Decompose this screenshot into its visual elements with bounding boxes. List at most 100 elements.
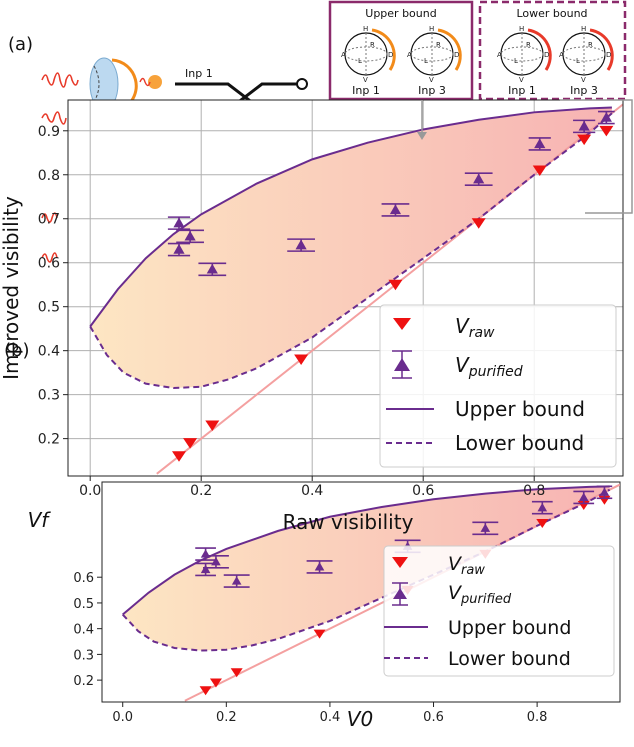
sphere-label-r: R <box>436 41 441 49</box>
inset-raw-point <box>183 438 198 449</box>
inset-legend: Vraw Vpurified Upper bound Lower bound <box>379 304 617 468</box>
inset-raw-point <box>388 279 403 291</box>
main-purified-point <box>200 549 211 558</box>
inset-ytick-label: 0.4 <box>38 344 60 360</box>
sphere-label-h: H <box>581 25 586 33</box>
main-upper-bound-line <box>122 485 610 616</box>
inset-raw-point <box>532 165 547 176</box>
main-x-ticks: 0.0 0.2 0.4 0.6 0.8 <box>112 702 547 725</box>
lower-bound-box: Lower bound H V A D R L Inp 1 H V <box>478 0 627 101</box>
lower-sphere-1: H V A D R L Inp 1 <box>497 25 552 97</box>
main-legend-purified-marker <box>393 588 407 599</box>
sphere-label-l: L <box>576 57 580 65</box>
inset-ytick-label: 0.9 <box>38 124 60 140</box>
main-xtick-label: 0.6 <box>423 710 444 725</box>
sphere-label-h: H <box>519 25 524 33</box>
main-purified-point <box>200 564 211 574</box>
main-lower-bound-line <box>121 488 611 652</box>
inset-xtick-label: 0.2 <box>190 483 212 499</box>
inset-legend-raw-marker <box>393 318 411 330</box>
inset-purified-point <box>534 138 546 149</box>
main-xtick-label: 0.8 <box>527 710 548 725</box>
connector-arrow-head-icon <box>417 132 427 140</box>
inset-lower-bound-line <box>89 112 613 390</box>
upper-bound-frame <box>328 0 474 101</box>
main-chart: 0.0 0.2 0.4 0.6 0.8 0.2 0.3 0.4 0.5 0.6 V0 Vf Vr… <box>28 481 621 731</box>
sphere-label-r: R <box>588 41 593 49</box>
inset-xtick-label: 0.0 <box>79 483 101 499</box>
inset-axes-frame <box>67 99 624 477</box>
main-x-label: V0 <box>347 707 373 731</box>
sphere-label-d: D <box>544 51 549 59</box>
main-purified-point <box>599 487 610 496</box>
sphere-label-h: H <box>429 25 434 33</box>
inset-xtick-label: 0.4 <box>301 483 323 499</box>
inset-bound-region <box>90 107 612 389</box>
main-purified-point <box>314 562 325 571</box>
sphere-label-v: V <box>429 76 434 84</box>
upper-box-input-1: Inp 1 <box>352 84 380 97</box>
main-xtick-label: 0.4 <box>320 710 341 725</box>
sphere-label-v: V <box>519 76 524 84</box>
inset-purified-point <box>389 204 402 215</box>
inset-x-ticks: 0.0 0.2 0.4 0.6 0.8 <box>79 476 545 499</box>
sphere-label-d: D <box>454 51 459 59</box>
inset-ytick-label: 0.8 <box>38 168 60 184</box>
panel-label-a: (a) <box>8 34 33 55</box>
lower-sphere-2: H V A D R L Inp 3 <box>559 25 614 97</box>
sphere-label-l: L <box>424 57 428 65</box>
connector-bracket <box>560 99 633 214</box>
inset-legend-purified-marker <box>394 358 410 371</box>
main-raw-point <box>199 686 212 696</box>
detector-icon <box>296 78 308 90</box>
inset-purified-point <box>173 217 185 228</box>
lower-box-input-3: Inp 3 <box>570 84 598 97</box>
sphere-label-h: H <box>363 25 368 33</box>
main-legend-box <box>383 545 615 677</box>
inset-ytick-label: 0.3 <box>38 388 60 404</box>
inset-purified-point <box>578 120 590 131</box>
sphere-label-a: A <box>559 51 564 59</box>
main-y-ticks: 0.2 0.3 0.4 0.5 0.6 <box>73 571 102 689</box>
inset-upper-bound-line <box>89 106 612 328</box>
lower-bound-title: Lower bound <box>516 7 587 20</box>
upper-bound-box: Upper bound H V A D R L Inp 1 H V <box>328 0 474 101</box>
main-ytick-label: 0.6 <box>73 571 94 586</box>
photon-wavepacket-icon-3 <box>41 212 58 223</box>
main-ytick-label: 0.2 <box>73 674 94 689</box>
main-ytick-label: 0.4 <box>73 623 94 638</box>
main-x-label-text: V0 <box>347 707 373 731</box>
inset-purified-point <box>295 239 307 250</box>
inset-chart: 0.0 0.2 0.4 0.6 0.8 0.2 0.3 0.4 0.5 0.6 0.7 0.8 0.9… <box>0 99 633 534</box>
inset-y-label: Improved visibility <box>0 196 23 380</box>
main-ytick-label: 0.3 <box>73 648 94 663</box>
inset-ytick-label: 0.6 <box>38 256 60 272</box>
inset-points <box>167 110 615 462</box>
main-purified-point <box>231 576 242 585</box>
sphere-label-a: A <box>341 51 346 59</box>
sphere-label-v: V <box>363 76 368 84</box>
rotation-arc-icon <box>371 28 396 71</box>
photon-wavepacket-icon-4 <box>41 252 58 263</box>
main-purified-point <box>211 556 221 566</box>
inset-raw-point <box>577 134 592 146</box>
source-wave-icon <box>139 77 151 87</box>
main-purified-point <box>537 502 548 512</box>
main-legend-upper: Upper bound <box>448 617 571 639</box>
upper-bound-title: Upper bound <box>365 7 436 20</box>
main-legend-lower: Lower bound <box>448 648 571 670</box>
inset-ytick-label: 0.5 <box>38 300 60 316</box>
photon-wavepacket-icon-2 <box>41 111 67 125</box>
inset-y-ticks: 0.2 0.3 0.4 0.5 0.6 0.7 0.8 0.9 <box>38 124 68 448</box>
sphere-label-a: A <box>497 51 502 59</box>
sphere-label-l: L <box>514 57 518 65</box>
inset-ytick-label: 0.7 <box>38 212 60 228</box>
panel-label-b: (b) <box>4 340 29 361</box>
inset-purified-point <box>473 173 485 184</box>
main-raw-point <box>230 668 243 678</box>
inset-legend-lower: Lower bound <box>455 431 584 455</box>
input-1-label: Inp 1 <box>185 67 213 80</box>
upper-sphere-2: H V A D R L Inp 3 <box>407 25 462 97</box>
inset-purified-point <box>206 263 218 274</box>
